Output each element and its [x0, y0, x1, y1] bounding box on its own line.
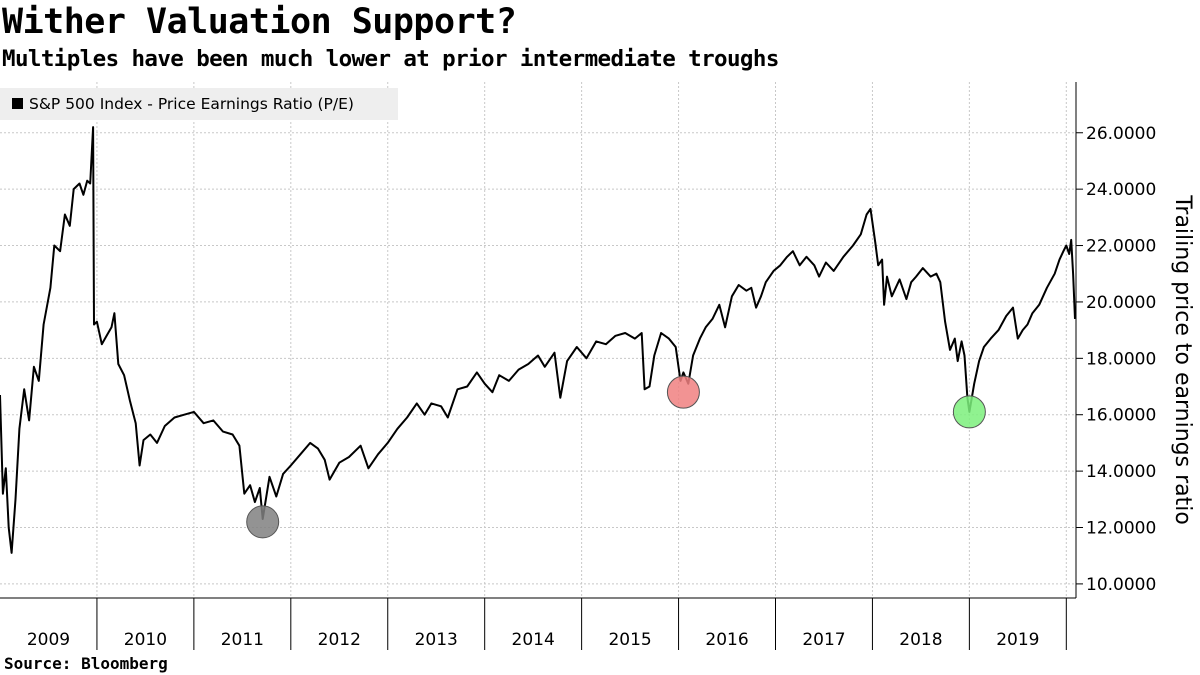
x-axis-ticks: 2009 2010 2011 2012 2013 2014 2015 2016 2017 2018… [27, 598, 1067, 650]
legend-swatch [12, 98, 23, 109]
x-tick-label: 2015 [608, 630, 651, 650]
x-tick-label: 2017 [802, 630, 845, 650]
y-tick-label: 22.0000 [1086, 237, 1156, 257]
x-tick-label: 2014 [512, 630, 555, 650]
series-line-pe-ratio [0, 126, 1076, 554]
chart-title: Wither Valuation Support? [2, 2, 517, 42]
y-tick-label: 14.0000 [1086, 462, 1156, 482]
y-tick-label: 12.0000 [1086, 519, 1156, 539]
trough-2018-marker [952, 395, 986, 429]
y-axis-ticks: 10.0000 12.0000 14.0000 16.0000 18.0000 20.00… [1076, 124, 1156, 595]
y-tick-label: 26.0000 [1086, 124, 1156, 144]
legend: S&P 500 Index - Price Earnings Ratio (P/… [0, 88, 398, 120]
chart-subtitle: Multiples have been much lower at prior … [2, 46, 779, 72]
trough-2016-marker [666, 375, 700, 409]
y-tick-label: 10.0000 [1086, 575, 1156, 595]
x-tick-label: 2019 [996, 630, 1039, 650]
x-tick-label: 2016 [705, 630, 748, 650]
x-tick-label: 2011 [221, 630, 264, 650]
y-tick-label: 18.0000 [1086, 349, 1156, 369]
x-tick-label: 2010 [124, 630, 167, 650]
axes [0, 82, 1077, 599]
grid [0, 82, 1076, 598]
x-tick-label: 2018 [899, 630, 942, 650]
x-tick-label: 2013 [415, 630, 458, 650]
y-tick-label: 24.0000 [1086, 180, 1156, 200]
legend-background [0, 88, 398, 120]
x-tick-label: 2009 [27, 630, 70, 650]
series [0, 126, 1076, 554]
trough-2011-marker [246, 505, 280, 539]
y-tick-label: 16.0000 [1086, 406, 1156, 426]
trough-markers [246, 375, 986, 539]
y-tick-label: 20.0000 [1086, 293, 1156, 313]
y-axis-label: Trailing price to earnings ratio [1170, 194, 1195, 525]
x-tick-label: 2012 [318, 630, 361, 650]
source-note: Source: Bloomberg [4, 654, 168, 673]
legend-label: S&P 500 Index - Price Earnings Ratio (P/… [29, 95, 354, 113]
